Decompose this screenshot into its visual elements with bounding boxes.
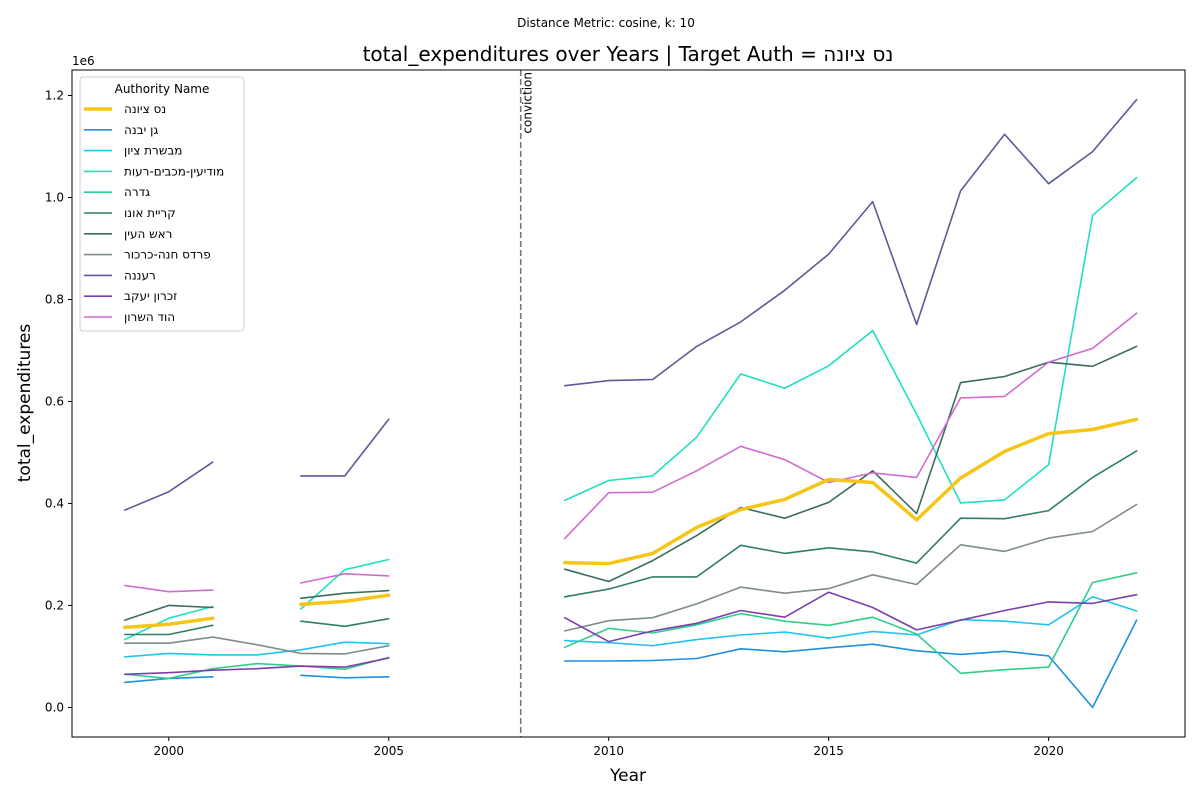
legend-label: גן יבנה [124,123,158,137]
series-target [123,417,1139,630]
plot-area [72,70,1185,737]
x-axis-label: Year [609,766,646,786]
series-segment [124,636,390,655]
series-segment [299,589,390,600]
legend-label: מודיעין-מכבים-רעות [124,164,224,178]
y-axis-label: total_expenditures [15,324,35,483]
series-segment [124,657,390,676]
legend-label: זכרון יעקב [124,289,177,303]
series-line [124,595,1138,658]
legend-title: Authority Name [115,82,210,96]
chart-suptitle: Distance Metric: cosine, k: 10 [517,16,695,30]
y-offset-text: 1e6 [72,54,95,68]
x-tick-label: 2005 [373,744,404,758]
x-tick-label: 2010 [593,744,624,758]
y-tick-label: 0.6 [45,394,64,408]
legend-label: מבשרת ציון [124,144,182,158]
series-segment [562,417,1139,566]
series-segment [124,656,390,680]
y-tick-label: 1.0 [45,190,64,204]
x-tick-label: 2015 [813,744,844,758]
series-segment [299,593,391,607]
series-line [124,503,1138,655]
y-tick-label: 0.4 [45,496,64,510]
legend-label: ראש העין [124,227,172,241]
series-line [124,312,1138,593]
plot-frame [71,69,1186,738]
series-segment [124,605,214,641]
series-segment [563,571,1138,675]
legend-label: פרדס חנה-כרכור [124,248,211,262]
y-tick-label: 0.2 [45,598,64,612]
series-segment [563,345,1138,583]
series-segment [563,98,1138,387]
series-segment [124,624,214,636]
legend-box [79,76,245,332]
series-segment [124,641,390,658]
series-segment [563,176,1138,504]
series-segment [563,503,1138,632]
series-segment [124,604,214,622]
series-line [124,571,1138,680]
chart-title: total_expenditures over Years | Target A… [363,42,894,66]
series-line [124,98,1138,511]
series-segment [563,312,1138,540]
series-segment [563,450,1138,598]
legend-label: קריית אונו [124,206,176,220]
series-segment [563,619,1138,709]
legend-label: רעננה [124,268,156,282]
series-line [124,450,1138,636]
y-tick-label: 0.8 [45,292,64,306]
series-segment [563,595,1138,647]
series-line [124,591,1138,676]
series-segment [299,617,390,628]
series-segment [299,572,390,584]
x-tick-label: 2020 [1033,744,1064,758]
series-segment [123,616,215,630]
legend: Authority Name נס ציונה גן יבנה מבשרת ציון מ… [79,76,245,332]
series-segment [299,674,390,679]
series-segment [124,461,214,511]
legend-label: הוד השרון [124,310,175,324]
conviction-label: conviction [521,72,535,134]
series-segment [563,591,1138,643]
y-tick-label: 0.0 [45,700,64,714]
series-segment [124,584,214,593]
legend-label: נס ציונה [124,102,166,116]
series-segment [299,418,390,477]
y-tick-label: 1.2 [45,88,64,102]
legend-label: גדרה [124,185,150,199]
x-tick-label: 2000 [154,744,185,758]
series-line [124,345,1138,622]
